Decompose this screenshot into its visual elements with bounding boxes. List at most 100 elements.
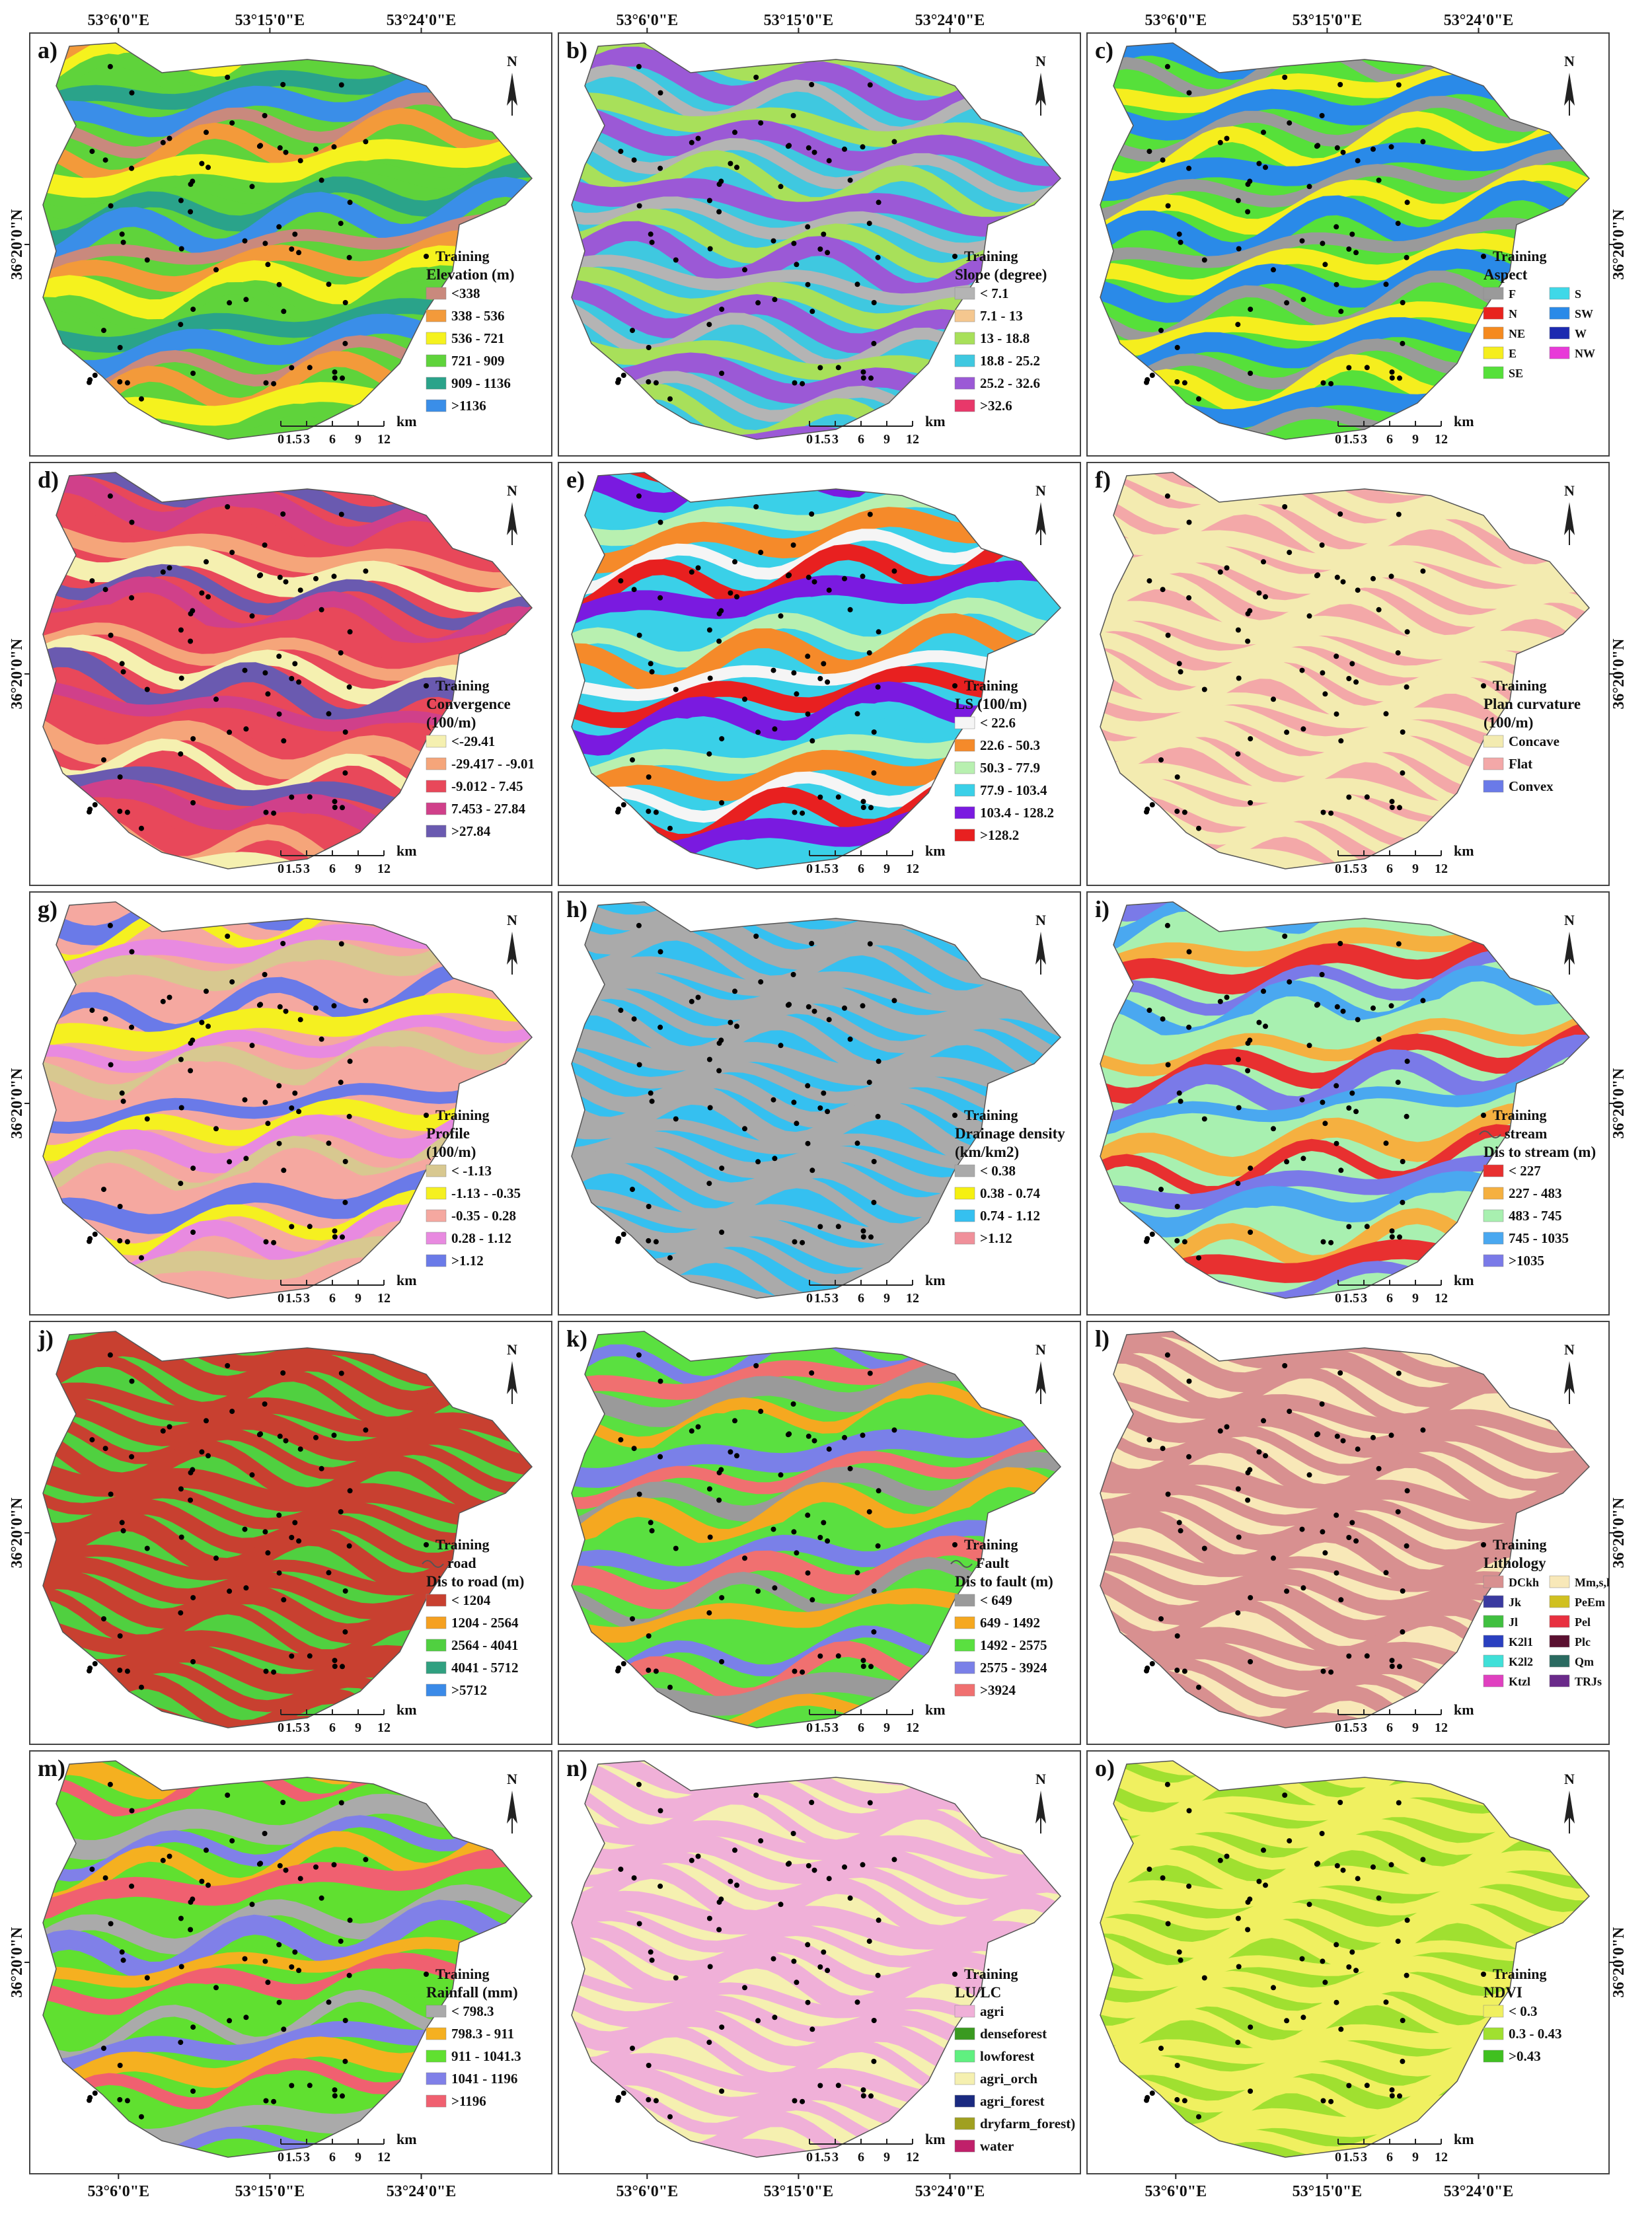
training-point — [1176, 1949, 1182, 1955]
legend-item: DCkh — [1509, 1576, 1539, 1589]
training-point — [1271, 696, 1276, 702]
training-point — [817, 794, 823, 800]
scale-bar — [280, 1709, 385, 1715]
legend-item: 1041 - 1196 — [451, 2071, 517, 2087]
training-point — [876, 200, 882, 205]
training-point — [1174, 1204, 1180, 1209]
training-point — [875, 1972, 881, 1978]
terrain-band — [572, 613, 1061, 696]
training-point — [871, 1159, 877, 1164]
training-point — [280, 941, 286, 946]
legend-item: NE — [1509, 327, 1525, 340]
terrain-band — [1100, 127, 1589, 202]
training-point — [1388, 144, 1394, 150]
training-point — [225, 1793, 231, 1798]
north-arrow — [1035, 932, 1046, 965]
training-point — [657, 1378, 663, 1384]
training-point — [1196, 2114, 1201, 2120]
training-point — [160, 1857, 166, 1863]
legend-title: Slope (degree) — [955, 266, 1047, 283]
training-point — [1165, 1062, 1171, 1068]
training-point — [1404, 1113, 1409, 1119]
legend-item: SE — [1509, 367, 1523, 380]
training-point — [117, 808, 123, 814]
terrain-band — [572, 1436, 1061, 1510]
training-point — [338, 82, 344, 88]
training-point — [794, 691, 800, 697]
training-point — [229, 979, 235, 985]
training-point — [1287, 1838, 1293, 1844]
training-point — [1160, 1875, 1166, 1881]
terrain-band — [43, 519, 532, 589]
scale-tick-label: 6 — [858, 2150, 864, 2165]
training-point — [87, 1665, 93, 1671]
training-point — [706, 1486, 712, 1492]
training-point — [1158, 1187, 1164, 1193]
training-point — [338, 1509, 344, 1515]
training-point — [1176, 1520, 1182, 1526]
training-point — [719, 2089, 725, 2094]
training-point — [1201, 1545, 1207, 1551]
training-point — [178, 1105, 184, 1111]
scale-tick-label: 1.5 — [285, 2150, 302, 2165]
lat-label: 36°20'0"N — [9, 1497, 26, 1569]
training-point — [753, 1793, 759, 1798]
training-point — [689, 1857, 695, 1863]
training-point — [289, 1964, 295, 1970]
training-point — [342, 1629, 348, 1635]
scale-tick-label: 6 — [329, 862, 336, 876]
training-point — [1346, 1224, 1352, 1230]
training-point — [1337, 82, 1343, 87]
training-point — [1201, 1975, 1207, 1981]
training-point — [213, 1555, 219, 1561]
training-point — [1174, 774, 1180, 780]
training-point — [289, 794, 295, 800]
training-point — [695, 1424, 701, 1430]
legend-training-dot — [952, 1542, 957, 1547]
legend-item: 18.8 - 25.2 — [980, 353, 1040, 369]
training-point — [706, 1915, 712, 1921]
legend-swatch — [1549, 287, 1570, 300]
training-point — [188, 209, 194, 215]
training-point — [649, 239, 655, 245]
basin-outline — [1100, 1760, 1591, 2158]
training-point — [646, 345, 652, 350]
training-point — [753, 1363, 759, 1368]
training-point — [117, 379, 123, 385]
training-point — [1338, 1597, 1344, 1603]
training-point — [1306, 184, 1312, 190]
training-point — [277, 574, 283, 580]
legend-item: K2l2 — [1509, 1655, 1533, 1668]
training-point — [1395, 1080, 1401, 1086]
training-point — [139, 1255, 144, 1261]
training-point — [794, 1980, 800, 1985]
legend-item: W — [1575, 327, 1587, 340]
training-point — [842, 146, 847, 152]
training-point — [778, 1043, 784, 1049]
training-point — [630, 1616, 635, 1622]
training-point — [326, 1140, 332, 1146]
training-point — [657, 949, 663, 955]
training-point — [1299, 238, 1305, 244]
training-point — [792, 809, 798, 815]
legend-line-symbol — [422, 1560, 444, 1568]
legend-item: -29.417 - -9.01 — [451, 756, 535, 772]
training-point — [242, 1956, 248, 1962]
legend-title: (100/m) — [426, 714, 476, 731]
training-point — [1333, 1570, 1339, 1576]
training-point — [1320, 1958, 1326, 1964]
scale-unit: km — [925, 842, 946, 859]
training-point — [1388, 574, 1394, 579]
training-point — [728, 161, 733, 167]
legend-item: denseforest — [980, 2026, 1047, 2042]
training-point — [1420, 139, 1426, 145]
training-point — [728, 590, 733, 596]
legend-training-dot — [424, 1972, 429, 1977]
north-label: N — [507, 1341, 517, 1358]
training-point — [860, 2087, 866, 2093]
training-point — [101, 2046, 106, 2052]
training-point — [243, 726, 249, 732]
training-point — [229, 550, 235, 556]
training-point — [276, 1999, 282, 2005]
training-point — [1186, 1883, 1192, 1889]
